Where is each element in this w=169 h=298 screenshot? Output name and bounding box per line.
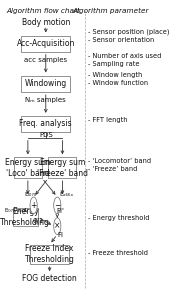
- Text: acc samples: acc samples: [24, 57, 67, 63]
- Text: Eₔ₆₆ₓ: Eₔ₆₆ₓ: [59, 192, 73, 197]
- FancyBboxPatch shape: [21, 35, 70, 52]
- Text: −: −: [54, 201, 61, 210]
- Text: - Window length
- Window function: - Window length - Window function: [88, 72, 148, 86]
- Text: 0/1: 0/1: [32, 218, 44, 224]
- FancyBboxPatch shape: [21, 76, 70, 92]
- Text: PDS: PDS: [39, 132, 53, 138]
- FancyBboxPatch shape: [14, 157, 42, 178]
- Text: - FFT length: - FFT length: [88, 117, 127, 123]
- Text: Body motion: Body motion: [22, 18, 70, 27]
- Text: Energy sum
'Freeze' band: Energy sum 'Freeze' band: [37, 158, 88, 178]
- Text: Acc-Acquisition: Acc-Acquisition: [17, 39, 75, 48]
- Text: Nₘ samples: Nₘ samples: [25, 97, 66, 103]
- FancyBboxPatch shape: [13, 208, 38, 226]
- Text: FI': FI': [57, 208, 64, 214]
- Circle shape: [30, 197, 37, 214]
- Text: - Freeze threshold: - Freeze threshold: [88, 250, 148, 256]
- Text: - Energy threshold: - Energy threshold: [88, 215, 150, 221]
- Circle shape: [54, 197, 61, 214]
- Text: Freq. analysis: Freq. analysis: [19, 119, 72, 128]
- FancyBboxPatch shape: [21, 116, 70, 132]
- Text: Windowing: Windowing: [25, 79, 67, 88]
- Text: +: +: [30, 201, 37, 210]
- Text: Freeze Index
Thresholding: Freeze Index Thresholding: [25, 244, 75, 264]
- Text: FI: FI: [57, 232, 64, 238]
- Text: ×: ×: [54, 222, 61, 231]
- Text: - Sensor position (place)
- Sensor orientation

- Number of axis used
- Sampling: - Sensor position (place) - Sensor orien…: [88, 29, 169, 67]
- FancyBboxPatch shape: [30, 245, 69, 264]
- Text: FOG detection: FOG detection: [22, 274, 77, 283]
- Text: - ‘Locomotor’ band
- ‘Freeze’ band: - ‘Locomotor’ band - ‘Freeze’ band: [88, 158, 151, 172]
- Text: Algorithm parameter: Algorithm parameter: [73, 8, 149, 14]
- Text: Eₗ₀₇₀: Eₗ₀₇₀: [25, 192, 37, 197]
- Text: Algorithm flow chart: Algorithm flow chart: [6, 8, 80, 14]
- Text: Energy
Thresholding: Energy Thresholding: [0, 207, 50, 227]
- Text: Eₗ₀₇₀/ₔ₆₆ₓ: Eₗ₀₇₀/ₔ₆₆ₓ: [5, 207, 27, 212]
- Text: Energy sum
'Loco' band: Energy sum 'Loco' band: [5, 158, 51, 178]
- FancyBboxPatch shape: [48, 157, 77, 178]
- Circle shape: [54, 218, 61, 235]
